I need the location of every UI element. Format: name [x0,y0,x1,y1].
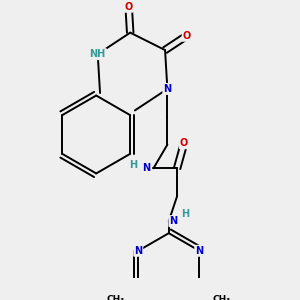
Text: CH₃: CH₃ [213,295,231,300]
Text: CH₃: CH₃ [106,295,125,300]
Text: N: N [142,163,150,173]
Text: N: N [195,246,203,256]
Text: H: H [129,160,137,170]
Text: N: N [134,246,142,256]
Text: O: O [183,31,191,41]
Text: O: O [180,138,188,148]
Text: N: N [169,216,178,226]
Text: N: N [163,84,172,94]
Text: H: H [182,209,190,219]
Text: NH: NH [90,49,106,59]
Text: O: O [124,2,133,12]
